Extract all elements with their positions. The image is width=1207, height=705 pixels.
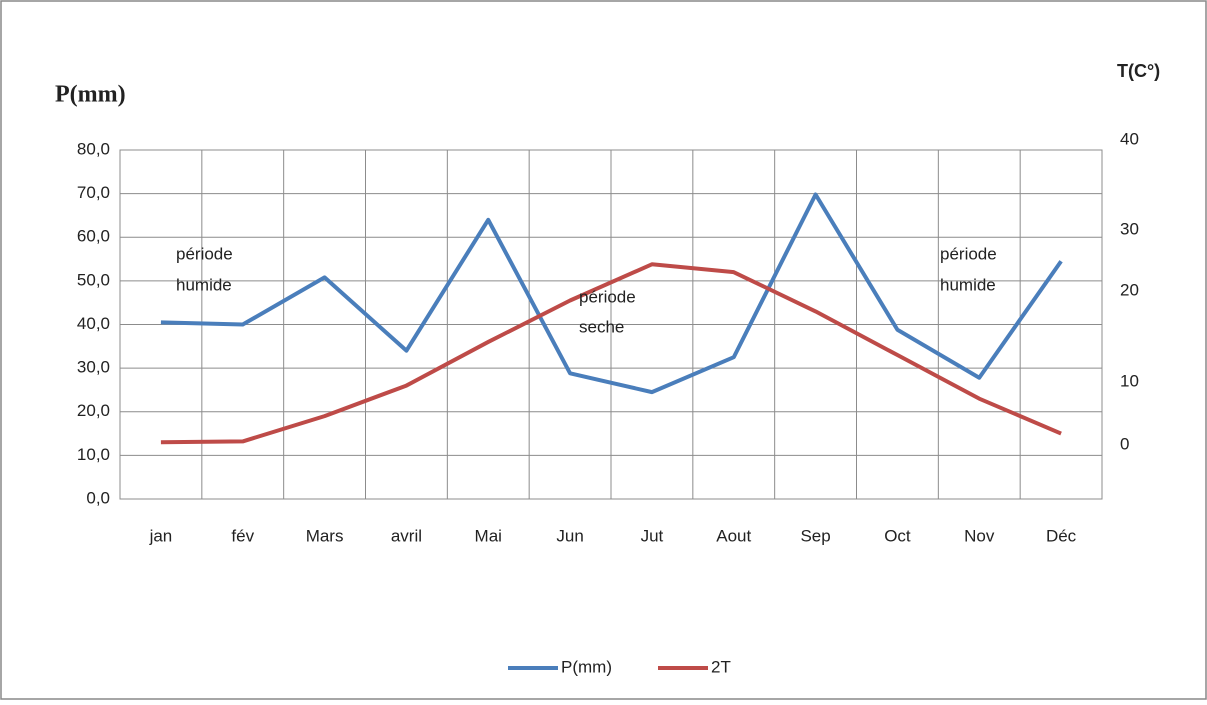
- x-tick-label: fév: [231, 526, 254, 545]
- series-line: [160, 262, 1062, 445]
- legend-label: 2T: [711, 657, 731, 676]
- plot-area: 0,0 10,0 20,0 30,0 40,0 50,0 60,0 70,0 80,0 jan fé…: [77, 139, 1103, 545]
- plot-border: [119, 149, 1103, 500]
- x-tick-label: Mars: [306, 526, 344, 545]
- annotation: période: [579, 287, 636, 306]
- x-tick-label: Aout: [716, 526, 751, 545]
- x-tick-label: Mai: [475, 526, 502, 545]
- y-tick-label: 80,0: [77, 139, 110, 158]
- series-line: [160, 192, 1063, 395]
- annotation: période: [176, 244, 233, 263]
- y2-label: 10: [1120, 371, 1139, 390]
- x-tick-label: Oct: [884, 526, 911, 545]
- x-tick-label: Jut: [641, 526, 664, 545]
- y-tick-label: 0,0: [86, 488, 110, 507]
- legend-label: P(mm): [561, 657, 612, 676]
- annotation: seche: [579, 317, 624, 336]
- y2-label: 0: [1120, 434, 1129, 453]
- x-tick-label: jan: [149, 526, 173, 545]
- y-tick-label: 70,0: [77, 183, 110, 202]
- x-tick-label: Déc: [1046, 526, 1077, 545]
- y-tick-label: 30,0: [77, 358, 110, 377]
- y2-label: 40: [1120, 129, 1139, 148]
- y-tick-label: 60,0: [77, 227, 110, 246]
- y-tick-label: 10,0: [77, 445, 110, 464]
- y2-label: 20: [1120, 280, 1139, 299]
- annotation: période: [940, 244, 997, 263]
- x-tick-label: Sep: [800, 526, 830, 545]
- x-tick-label: Jun: [556, 526, 583, 545]
- y2-axis-title: T(C°): [1117, 61, 1160, 81]
- y-tick-label: 40,0: [77, 314, 110, 333]
- x-tick-label: avril: [391, 526, 422, 545]
- annotation: humide: [940, 275, 996, 294]
- chart-title: P(mm): [55, 82, 126, 108]
- y-tick-label: 50,0: [77, 270, 110, 289]
- y2-label: 30: [1120, 219, 1139, 238]
- y-tick-label: 20,0: [77, 401, 110, 420]
- annotation: humide: [176, 275, 232, 294]
- x-tick-label: Nov: [964, 526, 995, 545]
